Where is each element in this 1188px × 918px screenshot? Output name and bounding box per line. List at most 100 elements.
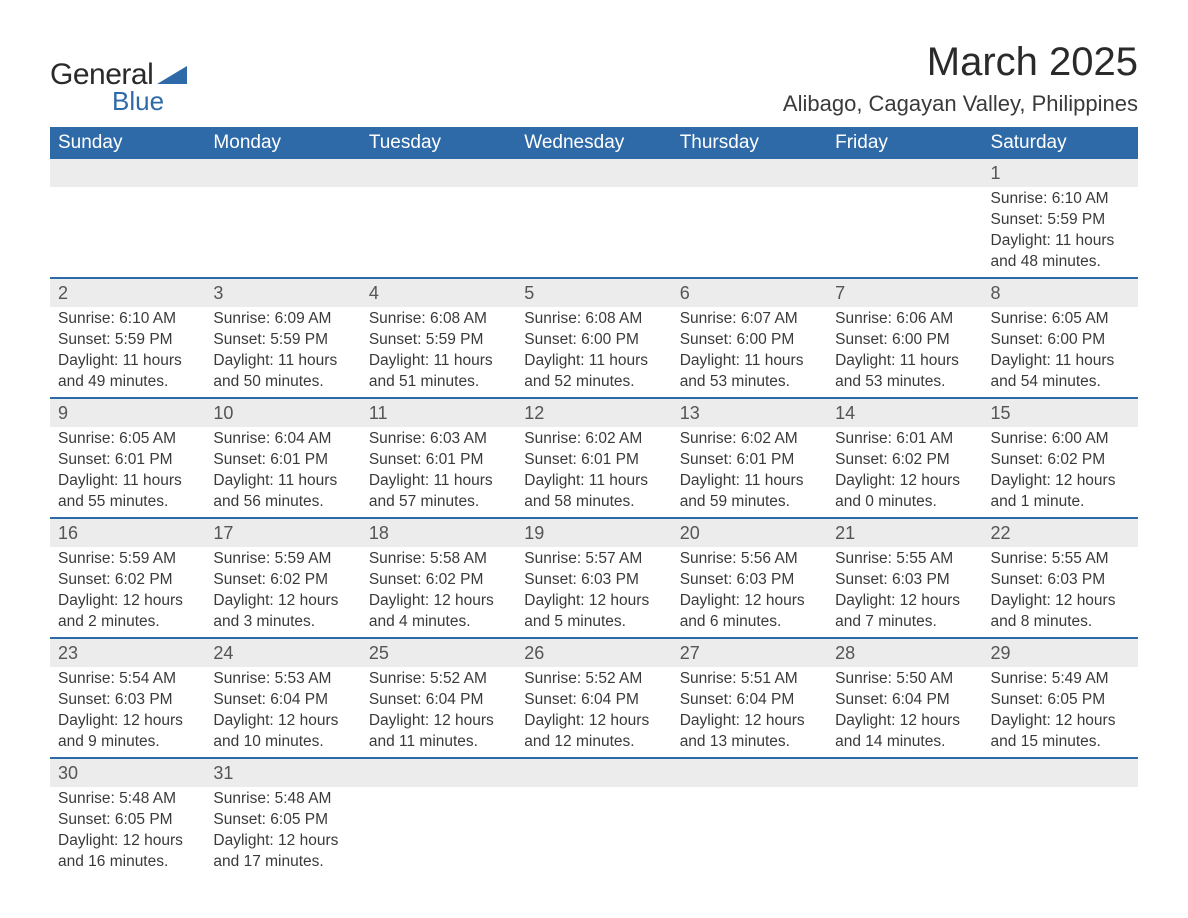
calendar-day-cell: 13Sunrise: 6:02 AMSunset: 6:01 PMDayligh… bbox=[672, 398, 827, 518]
day-number: 20 bbox=[672, 519, 827, 547]
sunrise-text: Sunrise: 5:57 AM bbox=[524, 549, 663, 570]
day-body: Sunrise: 5:49 AMSunset: 6:05 PMDaylight:… bbox=[983, 667, 1138, 757]
weekday-header: Tuesday bbox=[361, 127, 516, 159]
sunset-text: Sunset: 6:03 PM bbox=[991, 570, 1130, 591]
day-number: 3 bbox=[205, 279, 360, 307]
calendar-day-cell: 28Sunrise: 5:50 AMSunset: 6:04 PMDayligh… bbox=[827, 638, 982, 758]
sunset-text: Sunset: 6:02 PM bbox=[58, 570, 197, 591]
daylight-text: Daylight: 12 hours and 8 minutes. bbox=[991, 591, 1130, 633]
day-body: Sunrise: 6:06 AMSunset: 6:00 PMDaylight:… bbox=[827, 307, 982, 397]
day-body: Sunrise: 6:09 AMSunset: 5:59 PMDaylight:… bbox=[205, 307, 360, 397]
day-number: 19 bbox=[516, 519, 671, 547]
calendar-day-cell: 20Sunrise: 5:56 AMSunset: 6:03 PMDayligh… bbox=[672, 518, 827, 638]
sunset-text: Sunset: 6:01 PM bbox=[213, 450, 352, 471]
sunset-text: Sunset: 6:03 PM bbox=[680, 570, 819, 591]
day-body: Sunrise: 5:55 AMSunset: 6:03 PMDaylight:… bbox=[827, 547, 982, 637]
daylight-text: Daylight: 12 hours and 3 minutes. bbox=[213, 591, 352, 633]
day-number-empty bbox=[516, 759, 671, 787]
title-block: March 2025 Alibago, Cagayan Valley, Phil… bbox=[783, 40, 1138, 117]
day-number-empty bbox=[361, 159, 516, 187]
calendar-day-cell: 10Sunrise: 6:04 AMSunset: 6:01 PMDayligh… bbox=[205, 398, 360, 518]
sunrise-text: Sunrise: 5:55 AM bbox=[991, 549, 1130, 570]
calendar-day-cell: 29Sunrise: 5:49 AMSunset: 6:05 PMDayligh… bbox=[983, 638, 1138, 758]
sunset-text: Sunset: 6:00 PM bbox=[991, 330, 1130, 351]
sunset-text: Sunset: 6:02 PM bbox=[835, 450, 974, 471]
weekday-header-row: Sunday Monday Tuesday Wednesday Thursday… bbox=[50, 127, 1138, 159]
daylight-text: Daylight: 12 hours and 2 minutes. bbox=[58, 591, 197, 633]
logo: General Blue bbox=[50, 58, 187, 117]
sunset-text: Sunset: 5:59 PM bbox=[58, 330, 197, 351]
day-number: 29 bbox=[983, 639, 1138, 667]
calendar-day-cell bbox=[672, 159, 827, 278]
sunset-text: Sunset: 6:04 PM bbox=[213, 690, 352, 711]
day-body: Sunrise: 6:02 AMSunset: 6:01 PMDaylight:… bbox=[516, 427, 671, 517]
day-body-empty bbox=[983, 787, 1138, 859]
calendar-day-cell bbox=[827, 758, 982, 877]
sunrise-text: Sunrise: 6:05 AM bbox=[58, 429, 197, 450]
calendar-week-row: 1Sunrise: 6:10 AMSunset: 5:59 PMDaylight… bbox=[50, 159, 1138, 278]
day-number: 8 bbox=[983, 279, 1138, 307]
day-number-empty bbox=[50, 159, 205, 187]
sunrise-text: Sunrise: 5:53 AM bbox=[213, 669, 352, 690]
day-body: Sunrise: 6:10 AMSunset: 5:59 PMDaylight:… bbox=[50, 307, 205, 397]
day-body: Sunrise: 5:48 AMSunset: 6:05 PMDaylight:… bbox=[50, 787, 205, 877]
day-body: Sunrise: 5:55 AMSunset: 6:03 PMDaylight:… bbox=[983, 547, 1138, 637]
day-body: Sunrise: 5:48 AMSunset: 6:05 PMDaylight:… bbox=[205, 787, 360, 877]
sunset-text: Sunset: 6:01 PM bbox=[369, 450, 508, 471]
sunset-text: Sunset: 6:05 PM bbox=[991, 690, 1130, 711]
day-number: 6 bbox=[672, 279, 827, 307]
day-body: Sunrise: 5:52 AMSunset: 6:04 PMDaylight:… bbox=[516, 667, 671, 757]
daylight-text: Daylight: 11 hours and 53 minutes. bbox=[680, 351, 819, 393]
sunrise-text: Sunrise: 6:02 AM bbox=[524, 429, 663, 450]
sunset-text: Sunset: 6:00 PM bbox=[524, 330, 663, 351]
sunrise-text: Sunrise: 6:10 AM bbox=[58, 309, 197, 330]
daylight-text: Daylight: 11 hours and 48 minutes. bbox=[991, 231, 1130, 273]
calendar-day-cell: 19Sunrise: 5:57 AMSunset: 6:03 PMDayligh… bbox=[516, 518, 671, 638]
calendar-day-cell bbox=[516, 159, 671, 278]
calendar-day-cell: 14Sunrise: 6:01 AMSunset: 6:02 PMDayligh… bbox=[827, 398, 982, 518]
day-body: Sunrise: 6:10 AMSunset: 5:59 PMDaylight:… bbox=[983, 187, 1138, 277]
day-body-empty bbox=[361, 187, 516, 259]
day-body-empty bbox=[827, 787, 982, 859]
sunrise-text: Sunrise: 6:10 AM bbox=[991, 189, 1130, 210]
calendar-day-cell: 25Sunrise: 5:52 AMSunset: 6:04 PMDayligh… bbox=[361, 638, 516, 758]
day-body: Sunrise: 5:51 AMSunset: 6:04 PMDaylight:… bbox=[672, 667, 827, 757]
day-body: Sunrise: 5:59 AMSunset: 6:02 PMDaylight:… bbox=[50, 547, 205, 637]
day-body: Sunrise: 5:54 AMSunset: 6:03 PMDaylight:… bbox=[50, 667, 205, 757]
day-number-empty bbox=[516, 159, 671, 187]
sunrise-text: Sunrise: 5:50 AM bbox=[835, 669, 974, 690]
sunrise-text: Sunrise: 5:52 AM bbox=[369, 669, 508, 690]
calendar-week-row: 2Sunrise: 6:10 AMSunset: 5:59 PMDaylight… bbox=[50, 278, 1138, 398]
calendar-day-cell: 9Sunrise: 6:05 AMSunset: 6:01 PMDaylight… bbox=[50, 398, 205, 518]
day-number: 9 bbox=[50, 399, 205, 427]
header: General Blue March 2025 Alibago, Cagayan… bbox=[50, 40, 1138, 117]
calendar-day-cell bbox=[827, 159, 982, 278]
sunset-text: Sunset: 6:03 PM bbox=[835, 570, 974, 591]
day-body-empty bbox=[672, 787, 827, 859]
day-number: 23 bbox=[50, 639, 205, 667]
day-body: Sunrise: 6:08 AMSunset: 5:59 PMDaylight:… bbox=[361, 307, 516, 397]
sunset-text: Sunset: 6:00 PM bbox=[835, 330, 974, 351]
logo-triangle-icon bbox=[157, 62, 187, 89]
day-body: Sunrise: 6:00 AMSunset: 6:02 PMDaylight:… bbox=[983, 427, 1138, 517]
day-number: 16 bbox=[50, 519, 205, 547]
calendar-day-cell bbox=[50, 159, 205, 278]
day-number-empty bbox=[827, 759, 982, 787]
calendar-day-cell: 16Sunrise: 5:59 AMSunset: 6:02 PMDayligh… bbox=[50, 518, 205, 638]
day-number: 4 bbox=[361, 279, 516, 307]
sunrise-text: Sunrise: 5:48 AM bbox=[213, 789, 352, 810]
calendar-day-cell: 5Sunrise: 6:08 AMSunset: 6:00 PMDaylight… bbox=[516, 278, 671, 398]
day-body-empty bbox=[827, 187, 982, 259]
sunrise-text: Sunrise: 6:01 AM bbox=[835, 429, 974, 450]
day-number: 10 bbox=[205, 399, 360, 427]
calendar-day-cell: 4Sunrise: 6:08 AMSunset: 5:59 PMDaylight… bbox=[361, 278, 516, 398]
calendar-week-row: 23Sunrise: 5:54 AMSunset: 6:03 PMDayligh… bbox=[50, 638, 1138, 758]
sunset-text: Sunset: 6:02 PM bbox=[369, 570, 508, 591]
day-number: 13 bbox=[672, 399, 827, 427]
day-number: 31 bbox=[205, 759, 360, 787]
day-body: Sunrise: 5:57 AMSunset: 6:03 PMDaylight:… bbox=[516, 547, 671, 637]
daylight-text: Daylight: 12 hours and 6 minutes. bbox=[680, 591, 819, 633]
day-number-empty bbox=[983, 759, 1138, 787]
daylight-text: Daylight: 11 hours and 56 minutes. bbox=[213, 471, 352, 513]
calendar-week-row: 30Sunrise: 5:48 AMSunset: 6:05 PMDayligh… bbox=[50, 758, 1138, 877]
